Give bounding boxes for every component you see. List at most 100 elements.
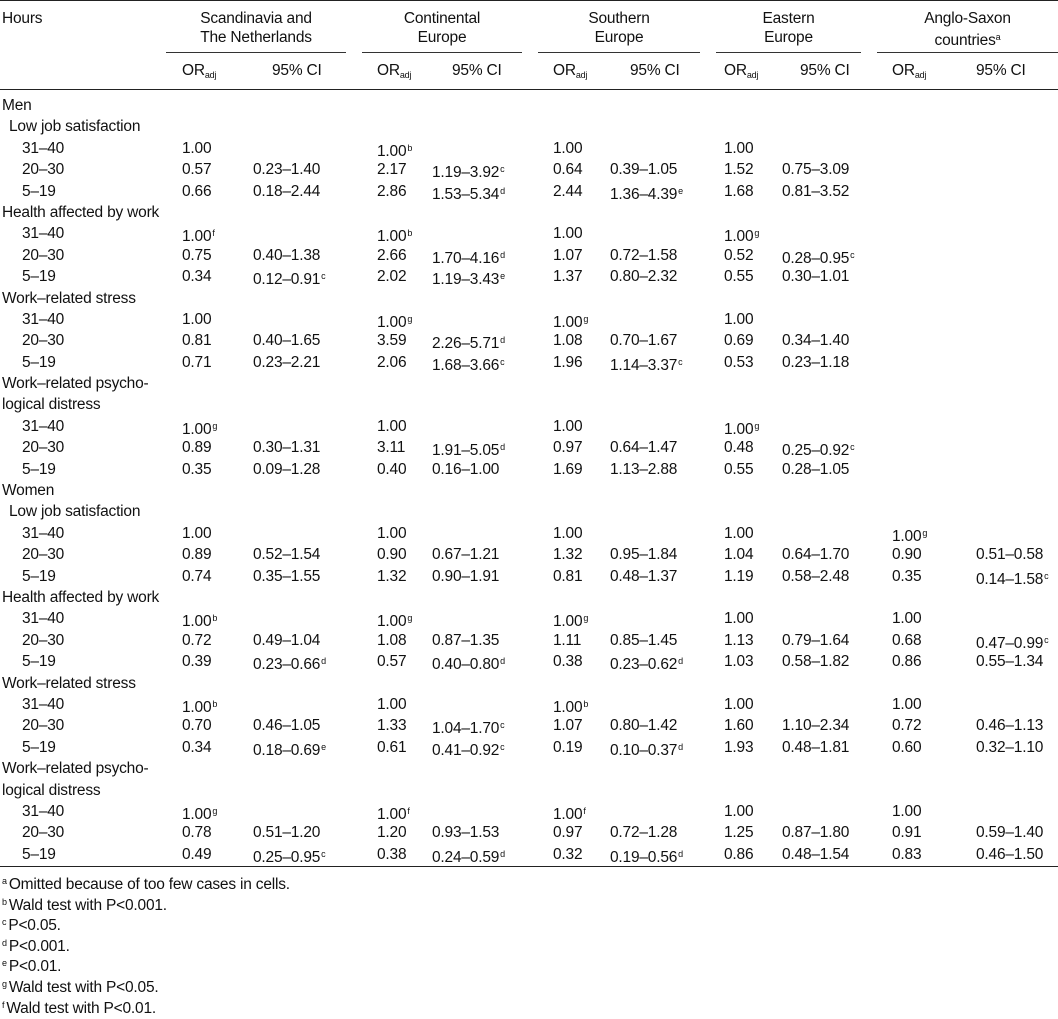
bottom-rule [0,866,1058,867]
cell-text: 1.00 [377,695,407,713]
cell-text: 0.57 [377,653,407,671]
ci-value: 0.30–1.01 [782,266,849,287]
or-value: 1.00 [377,416,407,437]
cell-text: 0.93–1.53 [432,824,500,842]
footnote-mark: c [321,271,326,282]
or-value: 1.00 [553,138,583,159]
or-value: 0.72 [182,630,212,651]
or-value: 0.55 [724,266,754,287]
cell-text: 0.67–1.21 [432,546,500,564]
cell-text: 1.00 [377,613,407,631]
or-subscript: adj [746,70,759,80]
cell-text: 0.90–1.91 [432,567,500,585]
cell-text: 0.23–2.21 [253,353,321,371]
ci-value: 0.51–1.20 [253,822,320,843]
or-value: 2.02 [377,266,407,287]
cell-text: 1.19 [724,567,754,585]
or-value: 1.07 [553,245,583,266]
cell-text: 1.00 [377,313,407,331]
cell-text: 0.39–1.05 [610,161,678,179]
ci-value: 0.46–1.50 [976,844,1043,865]
or-label: OR [182,62,205,79]
footnote: d P<0.001. [2,933,1002,955]
region-underline [362,52,522,53]
cell-text: 0.69 [724,332,754,350]
footnote: f Wald test with P<0.01. [2,995,1002,1017]
or-value: 0.34 [182,737,212,758]
cell-text: 1.00 [182,613,212,631]
or-value: 1.00f [182,223,215,247]
footnote-mark: c [500,720,505,731]
cell-text: 1.00 [892,610,922,628]
or-value: 2.66 [377,245,407,266]
or-value: 0.81 [182,330,212,351]
cell-text: 0.14–1.58 [976,570,1044,588]
footnote-mark: d [500,656,505,667]
ci-value: 0.72–1.28 [610,822,677,843]
cell-text: 1.00 [553,805,583,823]
table-row: 31–40 1.00f 1.00b 1.00 1.00g [0,223,1058,247]
cell-text: 0.52 [724,246,754,264]
cell-text: 0.78 [182,824,212,842]
footnote-mark: c [500,356,505,367]
cell-text: 1.68 [724,182,754,200]
cell-text: 1.00 [377,417,407,435]
region-header: Anglo-Saxon countriesa [877,9,1058,50]
cell-text: 0.70 [182,717,212,735]
cell-text: 1.00 [553,698,583,716]
cell-text: 0.80–2.32 [610,268,678,286]
cell-text: 3.59 [377,332,407,350]
cell-text: 0.48–1.81 [782,738,850,756]
hours-label: 31–40 [22,695,65,713]
cell-text: 0.97 [553,824,583,842]
table-row: 20–30 0.57 0.23–1.40 2.17 1.19–3.92c 0.64 0.39… [0,159,1058,181]
footnote-mark: e [2,958,7,969]
section-row: Women [0,480,1058,501]
or-value: 0.53 [724,352,754,373]
cell-text: 1.00 [724,695,754,713]
cell-text: 0.58–1.82 [782,653,850,671]
ci-value: 0.40–1.38 [253,245,320,266]
or-value: 0.90 [377,544,407,565]
footnote-mark: c [500,164,505,175]
hours-column-header: Hours [2,10,43,27]
ci-value: 0.23–2.21 [253,352,320,373]
or-value: 3.11 [377,437,405,458]
or-adj-header: ORadj [182,61,216,85]
ci-value: 0.85–1.45 [610,630,677,651]
or-value: 1.96 [553,352,583,373]
cell-text: 0.97 [553,439,583,457]
ci-value: 0.18–0.69e [253,737,326,761]
ci-header: 95% CI [800,62,850,79]
or-subscript: adj [204,70,217,80]
footnote: g Wald test with P<0.05. [2,974,1002,996]
top-rule [0,0,1058,1]
or-value: 1.00 [724,801,754,822]
or-value: 2.06 [377,352,407,373]
or-value: 1.19 [724,566,754,587]
ci-value: 0.24–0.59d [432,844,505,868]
cell-text: 2.44 [553,182,583,200]
or-value: 1.33 [377,715,407,736]
cell-text: 3.11 [377,439,406,457]
cell-text: 1.00 [553,417,583,435]
or-value: 1.00b [377,138,412,162]
cell-text: 1.60 [724,717,754,735]
cell-text: 1.32 [553,546,583,564]
cell-text: 0.35 [182,460,212,478]
ci-value: 0.10–0.37d [610,737,683,761]
cell-text: 0.34–1.40 [782,332,850,350]
footnote-mark: f [583,805,586,816]
footnotes: a Omitted because of too few cases in cel… [2,871,1002,1017]
cell-text: 1.04–1.70 [432,720,500,738]
footnote-text: P<0.01. [8,958,62,976]
cell-text: 1.00 [182,524,212,542]
cell-text: 1.32 [377,567,407,585]
ci-value: 1.68–3.66c [432,352,505,376]
cell-text: 0.83 [892,845,922,863]
cell-text: 1.00 [553,613,583,631]
region-header-line: Anglo-Saxon [924,10,1011,27]
ci-value: 0.30–1.31 [253,437,320,458]
or-value: 1.00 [553,416,583,437]
or-value: 0.35 [182,459,212,480]
